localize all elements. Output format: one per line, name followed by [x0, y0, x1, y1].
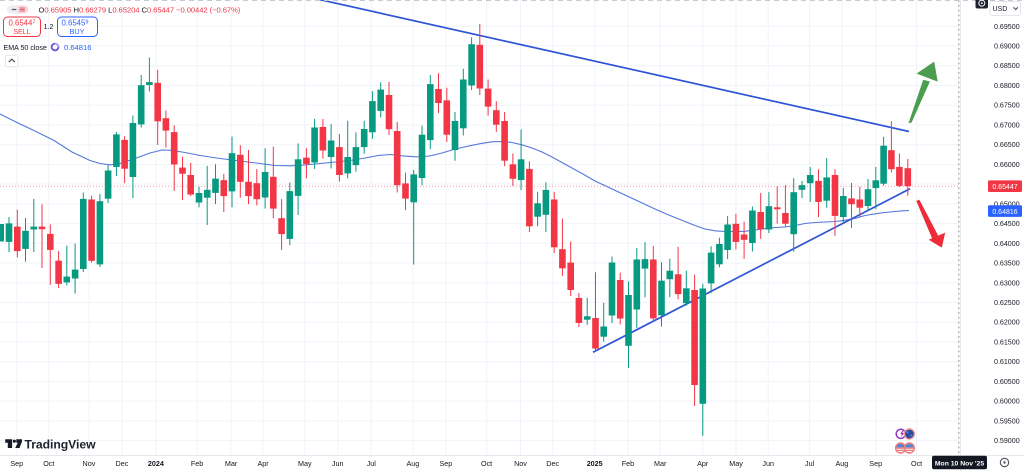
svg-text:0.64816: 0.64816: [64, 43, 91, 52]
svg-text:O0.65905 H0.66279 L0.65204 C0.: O0.65905 H0.66279 L0.65204 C0.65447 −0.0…: [39, 6, 241, 15]
svg-text:0.60500: 0.60500: [994, 378, 1020, 386]
svg-text:Sep: Sep: [440, 459, 453, 468]
svg-text:0.63000: 0.63000: [994, 279, 1020, 287]
svg-text:0.61000: 0.61000: [994, 358, 1020, 366]
svg-text:Feb: Feb: [622, 459, 634, 468]
svg-text:Jun: Jun: [762, 459, 774, 468]
svg-text:0.61500: 0.61500: [994, 339, 1020, 347]
svg-text:Mon 10 Nov '25: Mon 10 Nov '25: [935, 461, 984, 468]
svg-text:Nov: Nov: [83, 459, 96, 468]
svg-text:Jul: Jul: [805, 459, 815, 468]
svg-text:Jun: Jun: [332, 459, 344, 468]
svg-text:0.68500: 0.68500: [994, 62, 1020, 70]
svg-text:Sep: Sep: [10, 459, 23, 468]
svg-text:SELL: SELL: [13, 27, 31, 36]
svg-text:Nov: Nov: [514, 459, 527, 468]
svg-text:0.65459: 0.65459: [62, 19, 89, 28]
svg-text:0.65447: 0.65447: [9, 19, 36, 28]
svg-text:0.68000: 0.68000: [994, 82, 1020, 90]
svg-text:Oct: Oct: [43, 459, 54, 468]
svg-text:TradingView: TradingView: [25, 437, 97, 451]
svg-text:Aug: Aug: [836, 459, 849, 468]
svg-text:Feb: Feb: [191, 459, 203, 468]
svg-text:0.65000: 0.65000: [994, 200, 1020, 208]
svg-text:0.64000: 0.64000: [994, 240, 1020, 248]
svg-text:Oct: Oct: [481, 459, 492, 468]
svg-text:Mar: Mar: [225, 459, 238, 468]
svg-text:0.60000: 0.60000: [994, 398, 1020, 406]
svg-text:Apr: Apr: [697, 459, 709, 468]
svg-text:0.64816: 0.64816: [992, 209, 1017, 216]
svg-text:0.62000: 0.62000: [994, 319, 1020, 327]
svg-text:Sep: Sep: [869, 459, 882, 468]
svg-text:0.59500: 0.59500: [994, 417, 1020, 425]
svg-text:0.66000: 0.66000: [994, 161, 1020, 169]
svg-text:Mar: Mar: [654, 459, 667, 468]
svg-text:0.59000: 0.59000: [994, 437, 1020, 445]
svg-text:May: May: [729, 459, 743, 468]
svg-text:0.69000: 0.69000: [994, 43, 1020, 51]
svg-text:Apr: Apr: [258, 459, 270, 468]
svg-text:Dec: Dec: [546, 459, 559, 468]
svg-text:BUY: BUY: [70, 27, 85, 36]
svg-text:USD: USD: [993, 6, 1008, 13]
svg-text:1.2: 1.2: [44, 24, 54, 31]
svg-text:EMA 50 close: EMA 50 close: [4, 44, 47, 52]
svg-text:May: May: [298, 459, 312, 468]
svg-text:Aug: Aug: [407, 459, 420, 468]
svg-text:0.65447: 0.65447: [992, 184, 1017, 191]
svg-text:0.67500: 0.67500: [994, 102, 1020, 110]
svg-text:2025: 2025: [587, 459, 603, 468]
svg-text:0.67000: 0.67000: [994, 121, 1020, 129]
svg-text:0.64500: 0.64500: [994, 220, 1020, 228]
svg-text:0.62500: 0.62500: [994, 299, 1020, 307]
svg-text:0.66500: 0.66500: [994, 141, 1020, 149]
svg-text:Jul: Jul: [367, 459, 377, 468]
svg-text:0.69500: 0.69500: [994, 23, 1020, 31]
svg-text:Oct: Oct: [911, 459, 922, 468]
svg-text:0.63500: 0.63500: [994, 260, 1020, 268]
svg-text:2024: 2024: [148, 459, 164, 468]
svg-text:Dec: Dec: [116, 459, 129, 468]
